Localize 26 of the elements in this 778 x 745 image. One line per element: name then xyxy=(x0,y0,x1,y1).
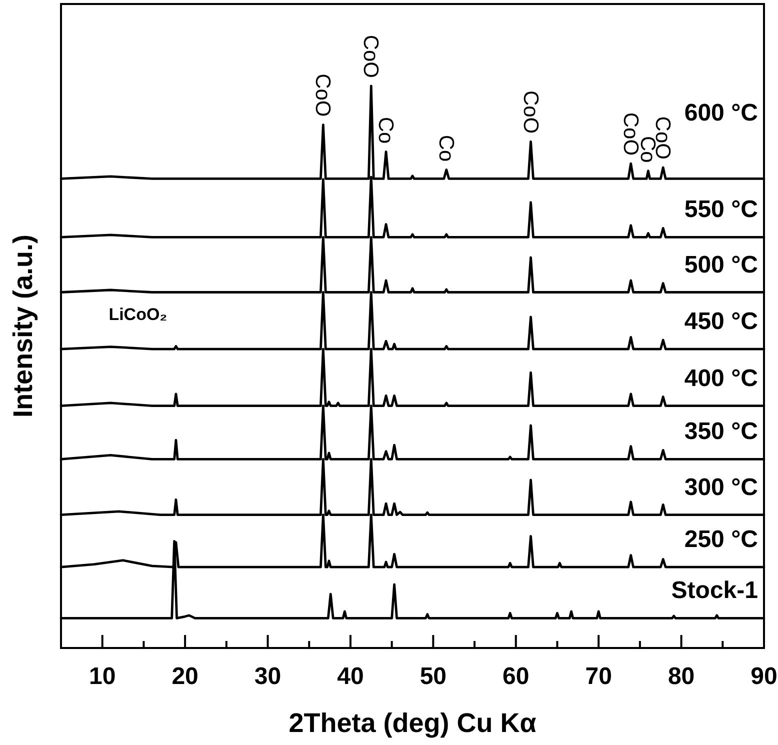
series-label: Stock-1 xyxy=(671,577,758,604)
x-tick-label: 40 xyxy=(337,663,364,690)
series-label: 400 °C xyxy=(684,364,758,392)
series-label: 350 °C xyxy=(684,418,758,446)
series-label: 250 °C xyxy=(684,526,758,554)
x-tick-label: 60 xyxy=(502,663,530,690)
y-axis-title: Intensity (a.u.) xyxy=(8,234,38,418)
series-label: 500 °C xyxy=(684,251,758,278)
x-tick-label: 50 xyxy=(420,663,447,690)
x-tick-label: 20 xyxy=(172,663,198,690)
x-tick-label: 80 xyxy=(668,663,695,690)
annotation: CoO xyxy=(518,90,542,134)
annotation: Co xyxy=(434,134,458,162)
x-tick-label: 70 xyxy=(585,663,612,690)
x-tick-label: 90 xyxy=(750,663,778,690)
x-tick-label: 10 xyxy=(89,663,116,690)
annotation: LiCoO₂ xyxy=(108,305,168,324)
x-tick-label: 30 xyxy=(254,663,282,690)
x-axis-title: 2Theta (deg) Cu Kα xyxy=(288,708,537,738)
series-label: 450 °C xyxy=(684,308,758,336)
annotation: Co xyxy=(374,116,398,144)
annotation: CoO xyxy=(359,34,382,78)
annotation: CoO xyxy=(311,74,334,117)
series-label: 600 °C xyxy=(684,100,758,127)
series-label: 300 °C xyxy=(684,474,758,501)
series-label: 550 °C xyxy=(684,196,758,224)
